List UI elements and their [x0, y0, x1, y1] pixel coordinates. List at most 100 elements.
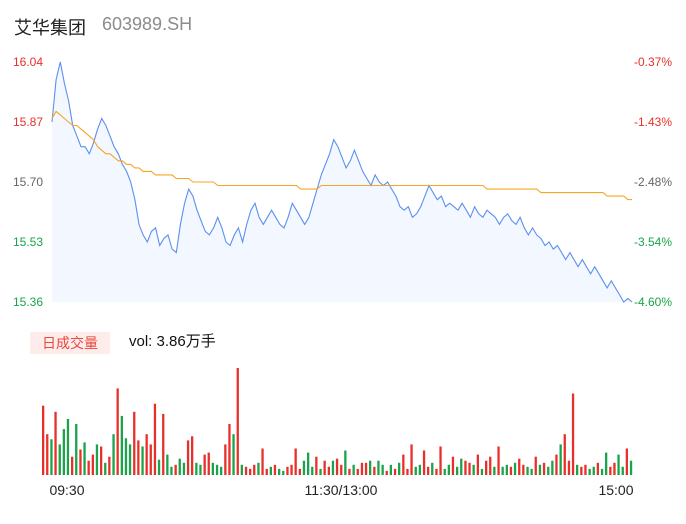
y-tick-label: 15.36	[13, 295, 43, 309]
volume-bar	[91, 454, 94, 475]
volume-bar	[207, 452, 210, 475]
volume-bar	[100, 446, 103, 475]
volume-bar	[145, 434, 148, 475]
volume-bar	[344, 450, 347, 475]
volume-bar	[621, 466, 624, 475]
y-right-tick-label: -0.37%	[634, 55, 672, 69]
volume-bar	[505, 464, 508, 475]
volume-bar	[265, 468, 268, 475]
volume-bar	[617, 454, 620, 475]
volume-bar	[439, 446, 442, 475]
volume-bar	[609, 466, 612, 475]
volume-bar	[327, 466, 330, 475]
volume-bar	[269, 466, 272, 475]
volume-bar	[605, 452, 608, 475]
volume-bar	[319, 468, 322, 475]
volume-bar	[95, 444, 99, 475]
volume-bar	[46, 434, 49, 475]
volume-bar	[538, 464, 542, 475]
volume-bar	[456, 466, 459, 475]
volume-bar	[513, 462, 517, 475]
volume-bar	[468, 462, 471, 475]
volume-bar	[311, 466, 314, 475]
volume-bar	[534, 456, 537, 475]
volume-bar	[286, 466, 289, 475]
volume-bar	[625, 448, 628, 475]
volume-bar	[220, 466, 223, 475]
volume-bar	[571, 393, 575, 475]
volume-bar	[629, 460, 633, 475]
y-right-tick-label: -4.60%	[634, 295, 672, 309]
volume-bar	[613, 462, 616, 475]
volume-readout: vol: 3.86万手	[129, 333, 216, 350]
y-right-tick-label: -3.54%	[634, 235, 672, 249]
volume-bar	[174, 464, 177, 475]
volume-bar	[451, 456, 455, 475]
volume-bar	[261, 448, 264, 475]
daily-volume-tab[interactable]: 日成交量	[30, 332, 110, 354]
volume-bar	[522, 464, 525, 475]
volume-bar	[480, 468, 484, 475]
volume-bar	[203, 454, 206, 475]
volume-bar	[104, 462, 107, 475]
volume-bar	[435, 468, 438, 475]
volume-bar	[211, 462, 214, 475]
volume-bar	[128, 444, 132, 475]
y-tick-label: 15.70	[13, 175, 43, 189]
stock-code: 603989.SH	[102, 14, 193, 34]
volume-bar	[182, 462, 186, 475]
volume-bar	[377, 460, 380, 475]
volume-bar	[54, 411, 57, 475]
volume-bar	[464, 460, 467, 475]
volume-bar	[137, 440, 140, 475]
volume-bar	[381, 464, 384, 475]
volume-bar	[186, 440, 190, 475]
volume-bar	[323, 460, 326, 475]
volume-bar	[290, 464, 293, 475]
volume-bar	[530, 468, 533, 475]
volume-bar	[240, 464, 243, 475]
volume-bar	[257, 462, 260, 475]
volume-bar	[414, 466, 417, 475]
volume-bar	[116, 388, 119, 475]
volume-bar	[559, 444, 562, 475]
volume-bar	[71, 456, 74, 475]
volume-bar	[253, 464, 256, 475]
volume-bar	[166, 454, 169, 475]
volume-bar	[195, 462, 198, 475]
volume-bar	[335, 458, 339, 475]
volume-bar	[120, 415, 123, 475]
volume-bar	[141, 446, 144, 475]
volume-bar	[66, 419, 70, 475]
volume-bar	[315, 456, 318, 475]
volume-bar	[393, 468, 397, 475]
volume-bar	[302, 460, 306, 475]
volume-bar	[58, 444, 61, 475]
volume-bar	[418, 464, 421, 475]
volume-bar	[485, 460, 488, 475]
volume-bar	[157, 459, 161, 475]
volume-bar	[307, 452, 310, 475]
y-tick-label: 15.53	[13, 235, 43, 249]
volume-bar	[600, 468, 604, 475]
volume-bar	[398, 462, 401, 475]
volume-bar	[282, 470, 285, 475]
volume-bar	[501, 466, 504, 475]
volume-bar	[87, 460, 90, 475]
volume-bar	[298, 468, 301, 475]
volume-bar	[228, 424, 231, 475]
volume-bar	[356, 468, 359, 475]
volume-bar	[460, 458, 463, 475]
volume-bar	[489, 456, 492, 475]
volume-bar	[373, 466, 376, 475]
volume-bar	[153, 403, 157, 475]
average-price-line	[51, 110, 632, 201]
volume-bar	[50, 439, 53, 475]
volume-bar	[402, 454, 405, 475]
volume-bar	[497, 446, 500, 475]
volume-bar	[431, 462, 434, 475]
volume-bar	[592, 466, 595, 475]
volume-bar	[389, 464, 392, 475]
volume-bar	[149, 444, 152, 475]
